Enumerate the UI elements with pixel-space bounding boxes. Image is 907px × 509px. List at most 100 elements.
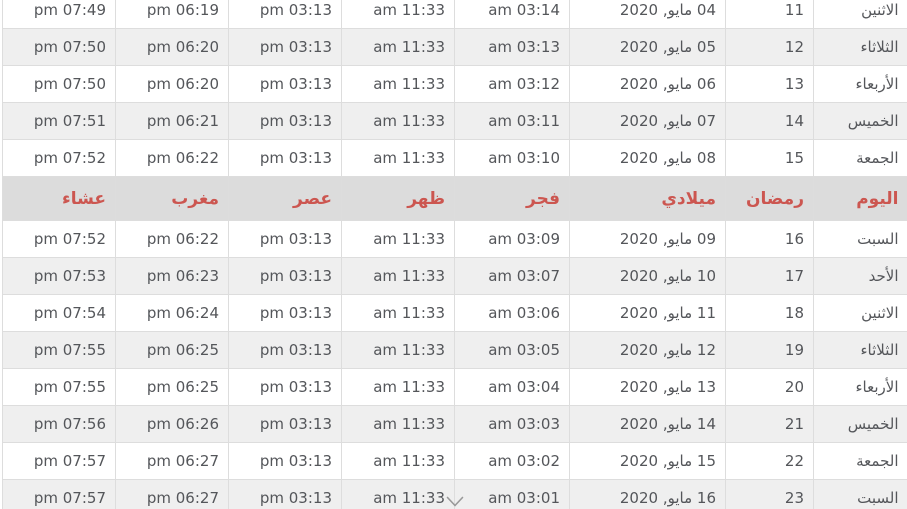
- cell-ramadan: 12: [725, 28, 814, 66]
- column-header-isha: عشاء: [2, 176, 116, 221]
- cell-ramadan: 23: [725, 479, 814, 509]
- table-row: الثلاثاء 19 12 مايو, 2020 am 03:05 am 11:33 p…: [2, 331, 907, 369]
- cell-isha: pm 07:49: [2, 0, 116, 29]
- cell-ramadan: 14: [725, 102, 814, 140]
- cell-fajr: am 03:07: [454, 257, 570, 295]
- cell-day: الثلاثاء: [813, 28, 907, 66]
- cell-day: الجمعة: [813, 139, 907, 177]
- table-row: الخميس 21 14 مايو, 2020 am 03:03 am 11:33 pm …: [2, 405, 907, 443]
- cell-maghrib: pm 06:26: [115, 405, 229, 443]
- cell-isha: pm 07:55: [2, 331, 116, 369]
- cell-maghrib: pm 06:27: [115, 442, 229, 480]
- table-row: الأربعاء 13 06 مايو, 2020 am 03:12 am 11:33 p…: [2, 65, 907, 103]
- cell-ramadan: 18: [725, 294, 814, 332]
- cell-dhuhr: am 11:33: [341, 294, 455, 332]
- cell-isha: pm 07:54: [2, 294, 116, 332]
- cell-maghrib: pm 06:21: [115, 102, 229, 140]
- cell-fajr: am 03:11: [454, 102, 570, 140]
- cell-isha: pm 07:57: [2, 479, 116, 509]
- cell-day: الخميس: [813, 102, 907, 140]
- cell-date: 09 مايو, 2020: [569, 220, 726, 258]
- cell-maghrib: pm 06:22: [115, 139, 229, 177]
- cell-date: 05 مايو, 2020: [569, 28, 726, 66]
- column-header-day: اليوم: [813, 176, 907, 221]
- cell-asr: pm 03:13: [228, 405, 342, 443]
- cell-fajr: am 03:14: [454, 0, 570, 29]
- column-header-dhuhr: ظهر: [341, 176, 455, 221]
- cell-maghrib: pm 06:20: [115, 28, 229, 66]
- cell-date: 15 مايو, 2020: [569, 442, 726, 480]
- cell-fajr: am 03:12: [454, 65, 570, 103]
- cell-fajr: am 03:02: [454, 442, 570, 480]
- cell-day: الاثنين: [813, 0, 907, 29]
- cell-day: السبت: [813, 479, 907, 509]
- table-row: السبت 16 09 مايو, 2020 am 03:09 am 11:33 pm 0…: [2, 220, 907, 258]
- table-row: الأربعاء 20 13 مايو, 2020 am 03:04 am 11:33 p…: [2, 368, 907, 406]
- table-row: الاثنين 11 04 مايو, 2020 am 03:14 am 11:33 pm…: [2, 0, 907, 29]
- cell-maghrib: pm 06:24: [115, 294, 229, 332]
- cell-isha: pm 07:50: [2, 28, 116, 66]
- cell-date: 13 مايو, 2020: [569, 368, 726, 406]
- cell-dhuhr: am 11:33: [341, 368, 455, 406]
- cell-date: 04 مايو, 2020: [569, 0, 726, 29]
- cell-maghrib: pm 06:23: [115, 257, 229, 295]
- cell-isha: pm 07:57: [2, 442, 116, 480]
- cell-date: 07 مايو, 2020: [569, 102, 726, 140]
- cell-asr: pm 03:13: [228, 220, 342, 258]
- cell-isha: pm 07:52: [2, 139, 116, 177]
- cell-dhuhr: am 11:33: [341, 331, 455, 369]
- column-header-date: ميلادي: [569, 176, 726, 221]
- cell-ramadan: 11: [725, 0, 814, 29]
- cell-dhuhr: am 11:33: [341, 220, 455, 258]
- column-header-maghrib: مغرب: [115, 176, 229, 221]
- cell-isha: pm 07:55: [2, 368, 116, 406]
- cell-asr: pm 03:13: [228, 102, 342, 140]
- cell-fajr: am 03:04: [454, 368, 570, 406]
- cell-ramadan: 17: [725, 257, 814, 295]
- cell-date: 10 مايو, 2020: [569, 257, 726, 295]
- cell-day: الأحد: [813, 257, 907, 295]
- cell-fajr: am 03:09: [454, 220, 570, 258]
- cell-day: الاثنين: [813, 294, 907, 332]
- cell-date: 14 مايو, 2020: [569, 405, 726, 443]
- column-header-asr: عصر: [228, 176, 342, 221]
- column-header-ramadan: رمضان: [725, 176, 814, 221]
- cell-ramadan: 13: [725, 65, 814, 103]
- cell-day: الجمعة: [813, 442, 907, 480]
- cell-fajr: am 03:06: [454, 294, 570, 332]
- cell-fajr: am 03:01: [454, 479, 570, 509]
- cell-maghrib: pm 06:20: [115, 65, 229, 103]
- cell-asr: pm 03:13: [228, 139, 342, 177]
- cell-maghrib: pm 06:22: [115, 220, 229, 258]
- cell-dhuhr: am 11:33: [341, 102, 455, 140]
- cell-asr: pm 03:13: [228, 257, 342, 295]
- cell-day: الأربعاء: [813, 65, 907, 103]
- cell-dhuhr: am 11:33: [341, 0, 455, 29]
- cell-isha: pm 07:52: [2, 220, 116, 258]
- cell-isha: pm 07:53: [2, 257, 116, 295]
- table-header-section: اليوم رمضان ميلادي فجر ظهر عصر مغرب عشاء: [2, 176, 907, 221]
- cell-date: 06 مايو, 2020: [569, 65, 726, 103]
- cell-ramadan: 22: [725, 442, 814, 480]
- cell-maghrib: pm 06:25: [115, 331, 229, 369]
- cell-asr: pm 03:13: [228, 368, 342, 406]
- cell-asr: pm 03:13: [228, 294, 342, 332]
- table-header-row: اليوم رمضان ميلادي فجر ظهر عصر مغرب عشاء: [2, 176, 907, 221]
- cell-maghrib: pm 06:27: [115, 479, 229, 509]
- cell-dhuhr: am 11:33: [341, 257, 455, 295]
- table-row: الجمعة 22 15 مايو, 2020 am 03:02 am 11:33 pm …: [2, 442, 907, 480]
- rows-below-header: السبت 16 09 مايو, 2020 am 03:09 am 11:33 pm 0…: [2, 220, 907, 509]
- cell-dhuhr: am 11:33: [341, 479, 455, 509]
- cell-ramadan: 21: [725, 405, 814, 443]
- scroll-down-chevron-icon[interactable]: [446, 493, 464, 507]
- cell-maghrib: pm 06:25: [115, 368, 229, 406]
- cell-asr: pm 03:13: [228, 28, 342, 66]
- table-row: الاثنين 18 11 مايو, 2020 am 03:06 am 11:33 pm…: [2, 294, 907, 332]
- cell-asr: pm 03:13: [228, 0, 342, 29]
- cell-asr: pm 03:13: [228, 442, 342, 480]
- cell-day: الثلاثاء: [813, 331, 907, 369]
- cell-day: الأربعاء: [813, 368, 907, 406]
- cell-fajr: am 03:03: [454, 405, 570, 443]
